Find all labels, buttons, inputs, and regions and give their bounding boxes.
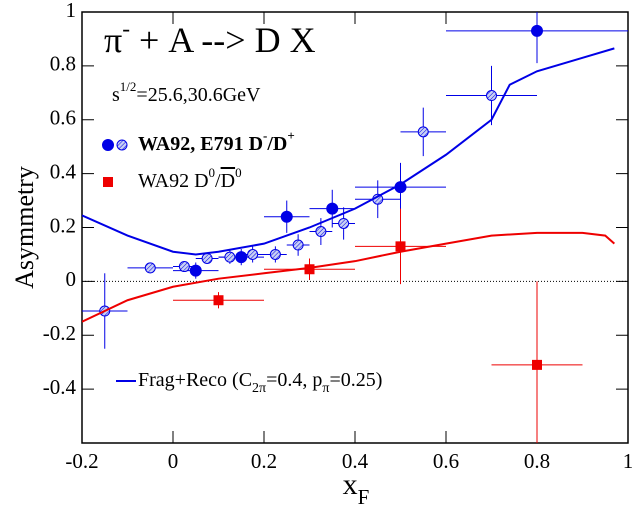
text-part: - bbox=[122, 16, 130, 42]
marker bbox=[247, 248, 259, 260]
marker bbox=[326, 202, 339, 215]
legend-label: WA92 D0/D0 bbox=[138, 165, 242, 191]
x-tick-label: 0 bbox=[168, 449, 179, 473]
x-axis-label: xF bbox=[343, 468, 370, 508]
text-part: π bbox=[104, 20, 122, 60]
marker bbox=[144, 262, 156, 274]
y-tick-label: 0 bbox=[66, 267, 77, 291]
legend-label: Frag+Reco (C2π=0.4, pπ=0.25) bbox=[138, 369, 382, 396]
y-tick-label: 1 bbox=[66, 0, 77, 22]
annotation: s1/2=25.6,30.6GeV bbox=[112, 79, 261, 105]
x-tick-label: 0.2 bbox=[251, 449, 277, 473]
marker bbox=[395, 241, 406, 252]
marker bbox=[213, 295, 224, 306]
curve bbox=[82, 231, 616, 323]
y-axis-label: Asymmetry bbox=[10, 166, 39, 289]
marker bbox=[178, 261, 190, 273]
text-part: Asymmetry bbox=[10, 166, 39, 289]
text-part: + bbox=[287, 128, 294, 143]
curve bbox=[82, 47, 615, 256]
text-part: 1/2 bbox=[120, 79, 137, 94]
text-part: WA92, E791 D bbox=[138, 133, 263, 155]
marker bbox=[531, 24, 543, 37]
text-part: 2π bbox=[252, 381, 266, 396]
text-part: x bbox=[343, 468, 358, 501]
y-tick-label: 0.8 bbox=[50, 52, 76, 76]
text-part: 0 bbox=[209, 165, 216, 180]
x-tick-label: 0.4 bbox=[342, 449, 369, 473]
marker bbox=[224, 251, 236, 263]
y-tick-label: -0.2 bbox=[43, 321, 76, 345]
text-part: F bbox=[358, 485, 370, 508]
text-part: / bbox=[215, 170, 221, 192]
text-part: =0.25) bbox=[329, 369, 382, 391]
marker bbox=[292, 239, 304, 251]
legend-marker bbox=[102, 139, 114, 151]
marker bbox=[417, 126, 429, 138]
text-part: + A --> D X bbox=[130, 20, 316, 60]
marker bbox=[280, 210, 293, 223]
legend-marker bbox=[103, 177, 113, 187]
marker bbox=[532, 359, 542, 370]
marker bbox=[269, 248, 281, 260]
plot-frame bbox=[81, 11, 629, 444]
y-tick-label: -0.4 bbox=[43, 375, 77, 399]
x-tick-label: -0.2 bbox=[65, 449, 98, 473]
y-tick-label: 0.6 bbox=[50, 106, 76, 130]
marker bbox=[338, 217, 350, 229]
x-tick-label: 0.6 bbox=[433, 449, 459, 473]
legend-marker bbox=[116, 139, 128, 151]
text-part: π bbox=[322, 381, 329, 396]
marker bbox=[315, 226, 327, 238]
marker bbox=[201, 252, 213, 264]
text-part: WA92 D bbox=[138, 170, 209, 192]
y-tick-label: 0.4 bbox=[50, 159, 77, 183]
text-part: s bbox=[112, 84, 120, 106]
text-part: D bbox=[221, 170, 235, 192]
x-tick-label: 0.8 bbox=[524, 449, 550, 473]
legend-label: WA92, E791 D-/D+ bbox=[138, 128, 295, 154]
text-part: - bbox=[263, 128, 267, 143]
marker bbox=[486, 90, 497, 102]
text-part: =0.4, p bbox=[266, 369, 322, 391]
y-tick-label: 0.2 bbox=[50, 213, 76, 237]
text-part: Frag+Reco (C bbox=[138, 369, 252, 391]
x-tick-label: 1 bbox=[623, 449, 633, 473]
marker bbox=[189, 264, 202, 277]
annotation: π- + A --> D X bbox=[104, 16, 316, 60]
text-part: /D bbox=[266, 133, 287, 155]
text-part: 0 bbox=[235, 165, 242, 180]
marker bbox=[304, 264, 315, 275]
text-part: =25.6,30.6GeV bbox=[136, 84, 261, 106]
